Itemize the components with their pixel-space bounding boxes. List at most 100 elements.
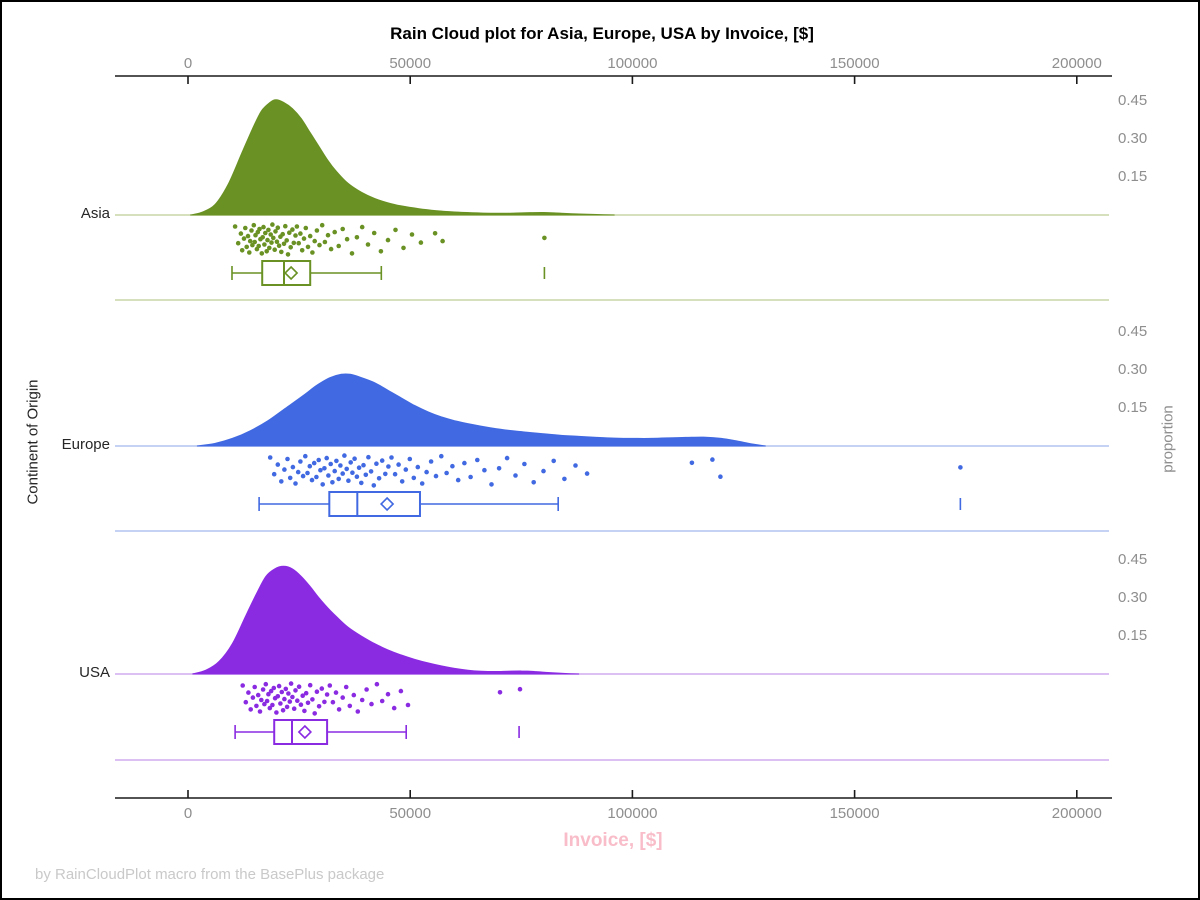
rain-point — [280, 231, 286, 237]
rain-point — [287, 230, 292, 235]
rain-point — [307, 233, 313, 239]
rain-point — [263, 230, 268, 236]
right-axis-label: proportion — [1159, 405, 1177, 473]
rain-point — [489, 482, 494, 487]
mean-diamond — [283, 265, 299, 281]
rain-point — [232, 224, 238, 229]
rain-point — [314, 474, 319, 480]
x-axis-title: Invoice, [$] — [563, 830, 663, 851]
rain-point — [260, 687, 266, 692]
rain-point — [415, 464, 421, 470]
rain-point — [328, 461, 334, 467]
rain-point — [359, 480, 364, 486]
rain-point — [290, 464, 296, 470]
rain-point — [368, 469, 374, 474]
rain-point — [344, 466, 350, 472]
rain-point — [455, 477, 461, 483]
rain-point — [462, 460, 467, 466]
rain-point — [256, 243, 261, 249]
rain-point — [295, 698, 300, 703]
rain-point — [383, 471, 388, 477]
rain-point — [361, 462, 366, 468]
rain-point — [522, 461, 527, 467]
rain-point — [266, 691, 271, 697]
rain-point — [247, 238, 253, 244]
rain-point — [259, 697, 264, 703]
rain-point — [262, 242, 267, 247]
rain-point — [344, 236, 350, 242]
rain-point — [273, 229, 278, 234]
rain-point — [278, 701, 283, 706]
rain-point — [352, 456, 357, 462]
rain-point — [958, 465, 963, 470]
rain-point — [496, 466, 502, 471]
proportion-tick-label: 0.15 — [1118, 627, 1148, 644]
bottom-x-tick-label: 100000 — [607, 805, 658, 822]
rain-point — [298, 231, 303, 236]
rain-point — [440, 238, 445, 244]
rain-point — [326, 473, 331, 478]
rain-point — [272, 247, 278, 252]
rain-point — [299, 248, 305, 253]
rain-point — [295, 469, 301, 475]
rain-point — [267, 455, 273, 460]
rain-point — [310, 250, 315, 255]
rain-point — [396, 462, 401, 467]
rain-point — [541, 468, 546, 474]
rain-point — [287, 475, 293, 481]
rain-point — [363, 472, 369, 478]
rain-point — [349, 251, 355, 256]
rain-points-usa — [240, 681, 523, 716]
rain-point — [275, 225, 281, 230]
rain-point — [266, 227, 271, 233]
rain-point — [251, 222, 257, 228]
rain-point — [336, 707, 342, 712]
rain-point — [584, 471, 590, 476]
rain-point — [334, 458, 339, 464]
boxplot-usa — [234, 719, 520, 745]
rain-point — [264, 698, 270, 704]
bottom-x-tick-label: 0 — [183, 805, 193, 822]
rain-point — [322, 466, 327, 471]
rain-point — [290, 694, 295, 700]
rain-point — [319, 222, 325, 228]
rain-point — [285, 456, 290, 462]
mean-diamond — [379, 496, 395, 512]
rain-point — [710, 457, 715, 462]
bottom-x-tick-label: 150000 — [829, 805, 880, 822]
mean-diamond — [297, 724, 313, 740]
panel-asia — [115, 99, 1109, 301]
rain-point — [356, 465, 362, 471]
rain-point — [285, 252, 291, 257]
rain-point — [364, 687, 369, 692]
rain-point — [276, 243, 282, 248]
rain-point — [551, 458, 556, 464]
group-label-europe: Europe — [61, 436, 110, 453]
rain-point — [351, 692, 357, 698]
box-iqr — [328, 491, 421, 517]
rain-point — [282, 696, 287, 702]
top-x-tick-label: 150000 — [829, 55, 880, 72]
boxplot-asia — [231, 260, 546, 286]
rain-point — [336, 476, 342, 482]
rain-point — [392, 471, 398, 477]
rain-point — [296, 684, 302, 689]
rain-point — [274, 239, 280, 244]
rain-point — [271, 235, 276, 241]
bottom-x-tick-label: 50000 — [389, 805, 432, 822]
rain-point — [312, 238, 318, 244]
rain-point — [284, 704, 290, 710]
rain-point — [319, 686, 325, 691]
rain-point — [359, 224, 365, 230]
rain-point — [432, 231, 438, 236]
rain-point — [259, 251, 265, 256]
rain-point — [328, 246, 334, 252]
rain-point — [252, 684, 257, 690]
density-asia — [190, 99, 615, 216]
rain-point — [573, 463, 578, 468]
rain-point — [291, 706, 297, 711]
rain-point — [303, 690, 309, 696]
top-x-axis — [115, 75, 1112, 84]
rain-point — [244, 244, 249, 250]
